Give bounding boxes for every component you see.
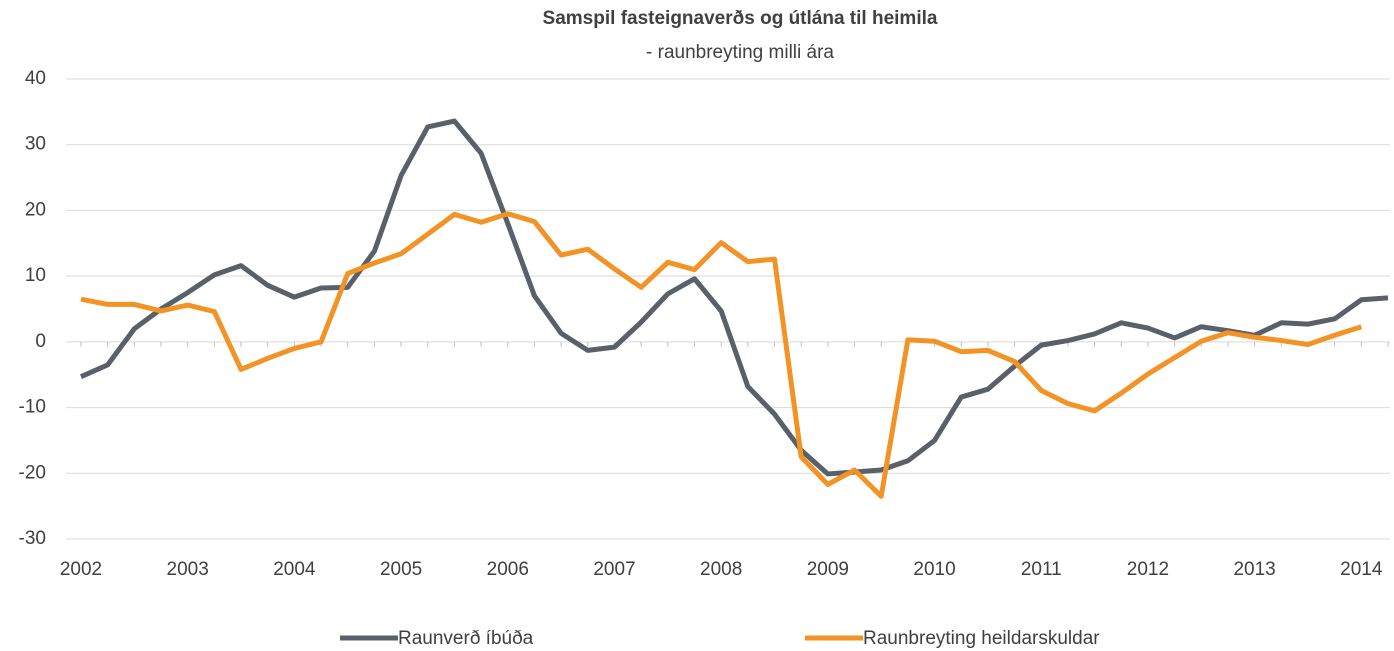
x-tick-label: 2005 xyxy=(380,559,422,580)
y-tick-label: 40 xyxy=(25,68,46,89)
x-tick-label: 2012 xyxy=(1127,559,1169,580)
x-tick-label: 2006 xyxy=(487,559,529,580)
y-tick-label: -10 xyxy=(19,397,46,418)
x-tick-label: 2009 xyxy=(807,559,849,580)
x-tick-label: 2008 xyxy=(700,559,742,580)
legend-label: Raunbreyting heildarskuldar xyxy=(863,628,1100,649)
x-tick-label: 2011 xyxy=(1021,559,1062,580)
chart-subtitle: - raunbreyting milli ára xyxy=(646,42,834,63)
x-tick-label: 2002 xyxy=(60,559,102,580)
x-tick-label: 2013 xyxy=(1233,559,1275,580)
y-tick-label: 20 xyxy=(25,199,46,220)
y-tick-label: -30 xyxy=(19,528,46,549)
legend-label: Raunverð íbúða xyxy=(398,628,534,649)
line-series xyxy=(80,211,1363,499)
y-tick-label: 30 xyxy=(25,134,46,155)
x-tick-label: 2014 xyxy=(1340,559,1383,580)
chart-title: Samspil fasteignaverðs og útlána til hei… xyxy=(543,8,938,29)
y-tick-label: -20 xyxy=(19,462,46,483)
x-tick-label: 2010 xyxy=(913,559,955,580)
y-tick-label: 10 xyxy=(25,265,46,286)
line-series xyxy=(79,118,1389,477)
x-tick-label: 2007 xyxy=(593,559,635,580)
x-tick-label: 2003 xyxy=(167,559,209,580)
y-tick-label: 0 xyxy=(35,331,46,352)
x-tick-label: 2004 xyxy=(273,559,316,580)
